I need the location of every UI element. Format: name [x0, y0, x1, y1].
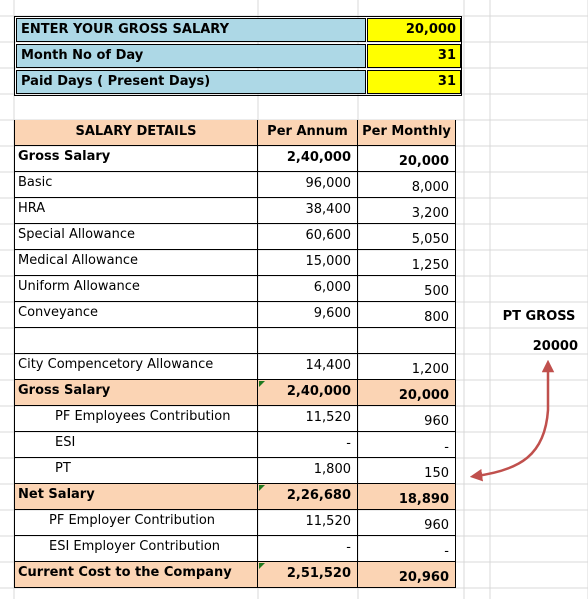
row-label[interactable]: PF Employer Contribution [14, 510, 258, 536]
pt-gross-value: 20000 [532, 339, 578, 354]
row-label[interactable]: ESI Employer Contribution [14, 536, 258, 562]
row-per-monthly[interactable]: 150 [358, 458, 456, 484]
row-per-monthly[interactable]: - [358, 536, 456, 562]
row-per-annum[interactable]: 96,000 [258, 172, 358, 198]
row-per-monthly[interactable]: 1,250 [358, 250, 456, 276]
row-per-annum[interactable]: 2,51,520 [258, 562, 358, 588]
month-days-input-label: Month No of Day [16, 44, 366, 68]
row-label[interactable]: Gross Salary [14, 380, 258, 406]
row-label[interactable]: Special Allowance [14, 224, 258, 250]
row-per-monthly[interactable]: 1,200 [358, 354, 456, 380]
row-per-monthly[interactable]: 20,000 [358, 146, 456, 172]
row-label[interactable]: HRA [14, 198, 258, 224]
row-per-monthly[interactable]: 3,200 [358, 198, 456, 224]
row-per-monthly[interactable]: 20,960 [358, 562, 456, 588]
row-per-monthly[interactable] [358, 328, 456, 354]
row-per-annum[interactable]: - [258, 536, 358, 562]
row-per-annum[interactable]: 60,600 [258, 224, 358, 250]
row-label[interactable]: Uniform Allowance [14, 276, 258, 302]
row-label[interactable]: Current Cost to the Company [14, 562, 258, 588]
row-per-monthly[interactable]: 8,000 [358, 172, 456, 198]
input-block [14, 16, 462, 96]
row-label[interactable]: Gross Salary [14, 146, 258, 172]
row-label[interactable]: Net Salary [14, 484, 258, 510]
row-label[interactable]: PF Employees Contribution [14, 406, 258, 432]
row-label[interactable]: ESI [14, 432, 258, 458]
row-per-annum[interactable]: - [258, 432, 358, 458]
row-per-annum[interactable]: 11,520 [258, 406, 358, 432]
row-per-monthly[interactable]: - [358, 432, 456, 458]
pt-gross-label: PT GROSS [502, 309, 576, 324]
row-per-annum[interactable]: 2,40,000 [258, 146, 358, 172]
row-per-monthly[interactable]: 800 [358, 302, 456, 328]
row-label[interactable]: Conveyance [14, 302, 258, 328]
gross-salary-input[interactable]: 20,000 [367, 18, 461, 42]
header-per-monthly: Per Monthly [358, 120, 456, 146]
row-per-annum[interactable]: 1,800 [258, 458, 358, 484]
header-salary-details: SALARY DETAILS [14, 120, 258, 146]
row-per-annum[interactable]: 9,600 [258, 302, 358, 328]
row-label[interactable]: Medical Allowance [14, 250, 258, 276]
row-per-annum[interactable]: 6,000 [258, 276, 358, 302]
row-per-annum[interactable]: 2,40,000 [258, 380, 358, 406]
header-per-annum: Per Annum [258, 120, 358, 146]
row-per-annum[interactable]: 15,000 [258, 250, 358, 276]
row-per-monthly[interactable]: 500 [358, 276, 456, 302]
month-days-input[interactable]: 31 [367, 44, 461, 68]
row-per-annum[interactable]: 11,520 [258, 510, 358, 536]
paid-days-input-label: Paid Days ( Present Days) [16, 70, 366, 94]
gross-salary-input-label: ENTER YOUR GROSS SALARY [16, 18, 366, 42]
row-per-monthly[interactable]: 960 [358, 406, 456, 432]
row-per-annum[interactable] [258, 328, 358, 354]
row-per-monthly[interactable]: 960 [358, 510, 456, 536]
row-label[interactable]: Basic [14, 172, 258, 198]
row-per-annum[interactable]: 2,26,680 [258, 484, 358, 510]
cell-note-marker [259, 563, 265, 569]
row-label[interactable]: City Compencetory Allowance [14, 354, 258, 380]
paid-days-input[interactable]: 31 [367, 70, 461, 94]
cell-note-marker [259, 381, 265, 387]
row-label[interactable] [14, 328, 258, 354]
row-per-annum[interactable]: 38,400 [258, 198, 358, 224]
row-per-monthly[interactable]: 5,050 [358, 224, 456, 250]
cell-note-marker [259, 485, 265, 491]
row-per-monthly[interactable]: 20,000 [358, 380, 456, 406]
row-label[interactable]: PT [14, 458, 258, 484]
row-per-annum[interactable]: 14,400 [258, 354, 358, 380]
row-per-monthly[interactable]: 18,890 [358, 484, 456, 510]
